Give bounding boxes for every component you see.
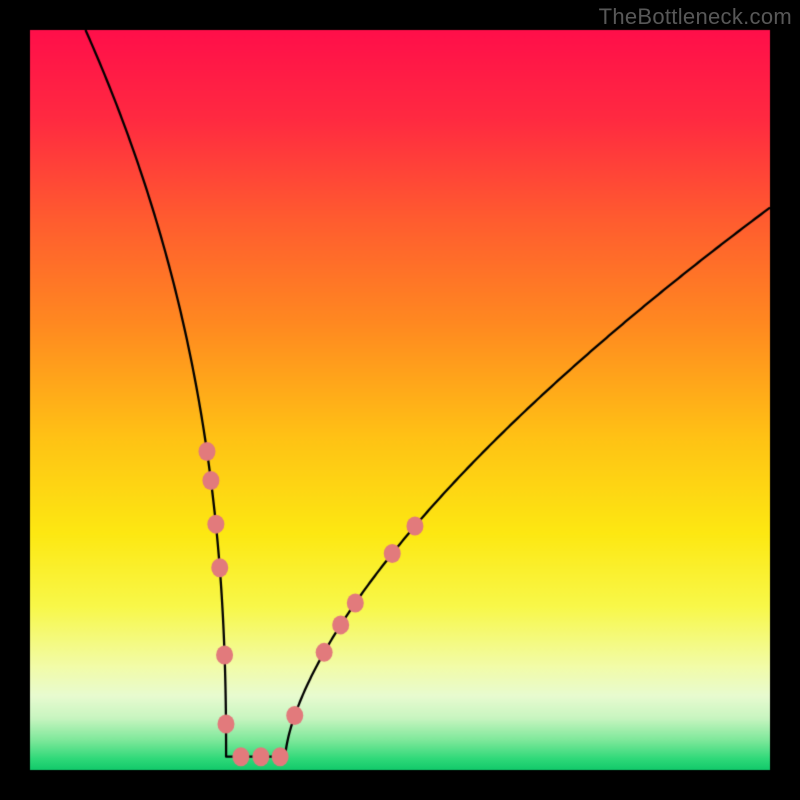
- watermark: TheBottleneck.com: [599, 4, 792, 30]
- bottleneck-chart: [0, 0, 800, 800]
